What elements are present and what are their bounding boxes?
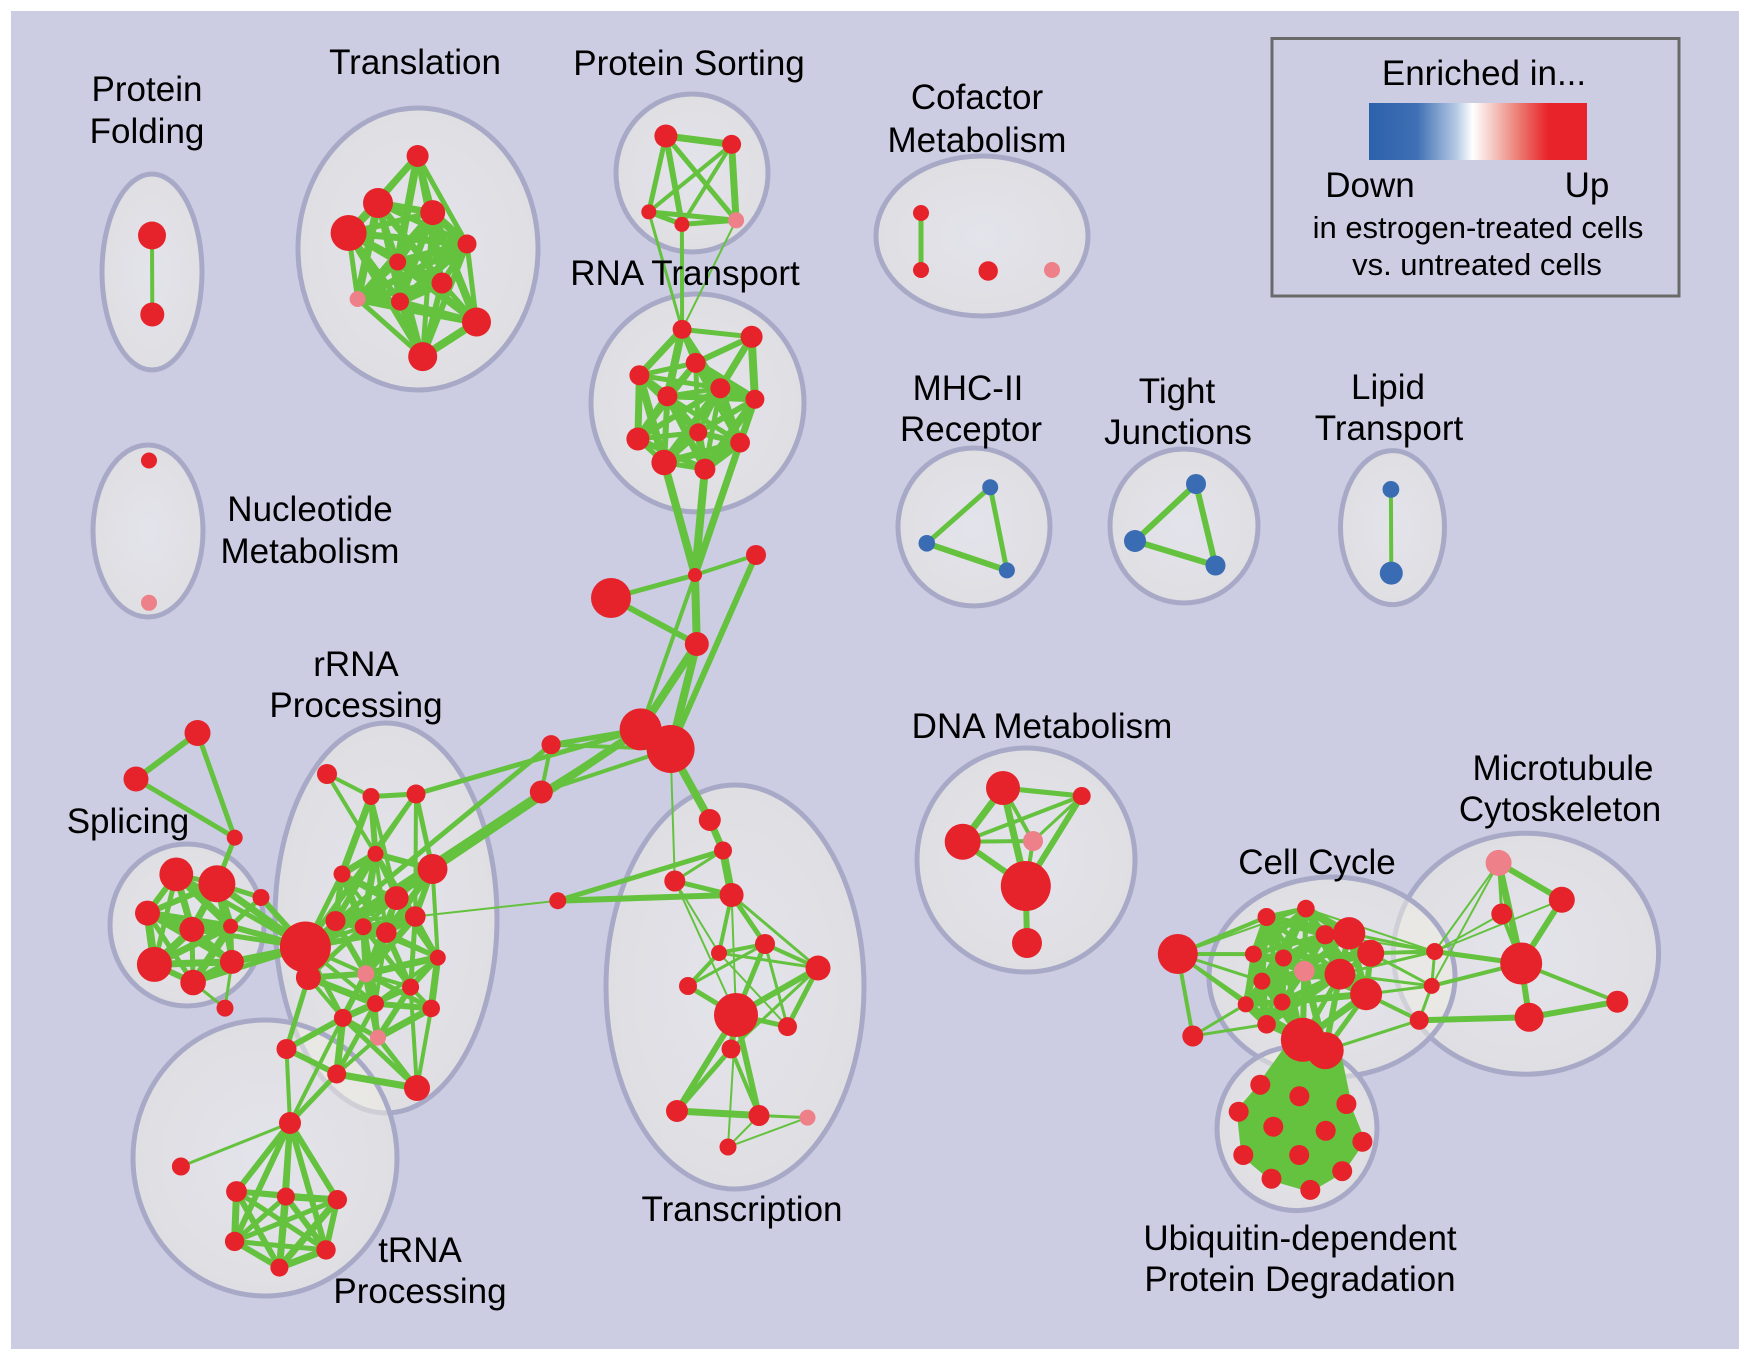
svg-text:vs. untreated cells: vs. untreated cells xyxy=(1352,247,1602,282)
svg-text:Processing: Processing xyxy=(333,1272,506,1311)
svg-text:Protein Degradation: Protein Degradation xyxy=(1144,1260,1455,1299)
svg-text:Metabolism: Metabolism xyxy=(888,121,1067,160)
svg-text:Receptor: Receptor xyxy=(900,410,1042,449)
svg-text:rRNA: rRNA xyxy=(313,645,399,684)
svg-text:Cytoskeleton: Cytoskeleton xyxy=(1459,790,1661,829)
svg-text:Protein: Protein xyxy=(92,70,203,109)
svg-text:Microtubule: Microtubule xyxy=(1473,749,1654,788)
svg-text:Junctions: Junctions xyxy=(1104,413,1252,452)
svg-text:Folding: Folding xyxy=(90,112,205,151)
svg-text:Lipid: Lipid xyxy=(1351,368,1425,407)
svg-text:MHC-II: MHC-II xyxy=(913,369,1024,408)
svg-text:Splicing: Splicing xyxy=(67,802,190,841)
svg-text:Protein Sorting: Protein Sorting xyxy=(573,44,805,83)
svg-text:Translation: Translation xyxy=(329,43,501,82)
svg-text:Transport: Transport xyxy=(1315,409,1464,448)
svg-text:Processing: Processing xyxy=(269,686,442,725)
svg-text:Metabolism: Metabolism xyxy=(221,532,400,571)
svg-text:Cofactor: Cofactor xyxy=(911,78,1044,117)
svg-text:Up: Up xyxy=(1565,166,1610,205)
svg-text:Ubiquitin-dependent: Ubiquitin-dependent xyxy=(1143,1219,1457,1258)
svg-text:tRNA: tRNA xyxy=(378,1231,462,1270)
svg-text:Enriched in...: Enriched in... xyxy=(1382,54,1586,93)
svg-text:Transcription: Transcription xyxy=(642,1190,843,1229)
svg-text:in estrogen-treated cells: in estrogen-treated cells xyxy=(1313,210,1644,245)
svg-text:DNA Metabolism: DNA Metabolism xyxy=(912,707,1173,746)
svg-text:Down: Down xyxy=(1325,166,1414,205)
svg-text:Nucleotide: Nucleotide xyxy=(227,490,392,529)
svg-text:Tight: Tight xyxy=(1139,372,1216,411)
svg-text:RNA Transport: RNA Transport xyxy=(570,254,800,293)
svg-text:Cell Cycle: Cell Cycle xyxy=(1238,843,1396,882)
